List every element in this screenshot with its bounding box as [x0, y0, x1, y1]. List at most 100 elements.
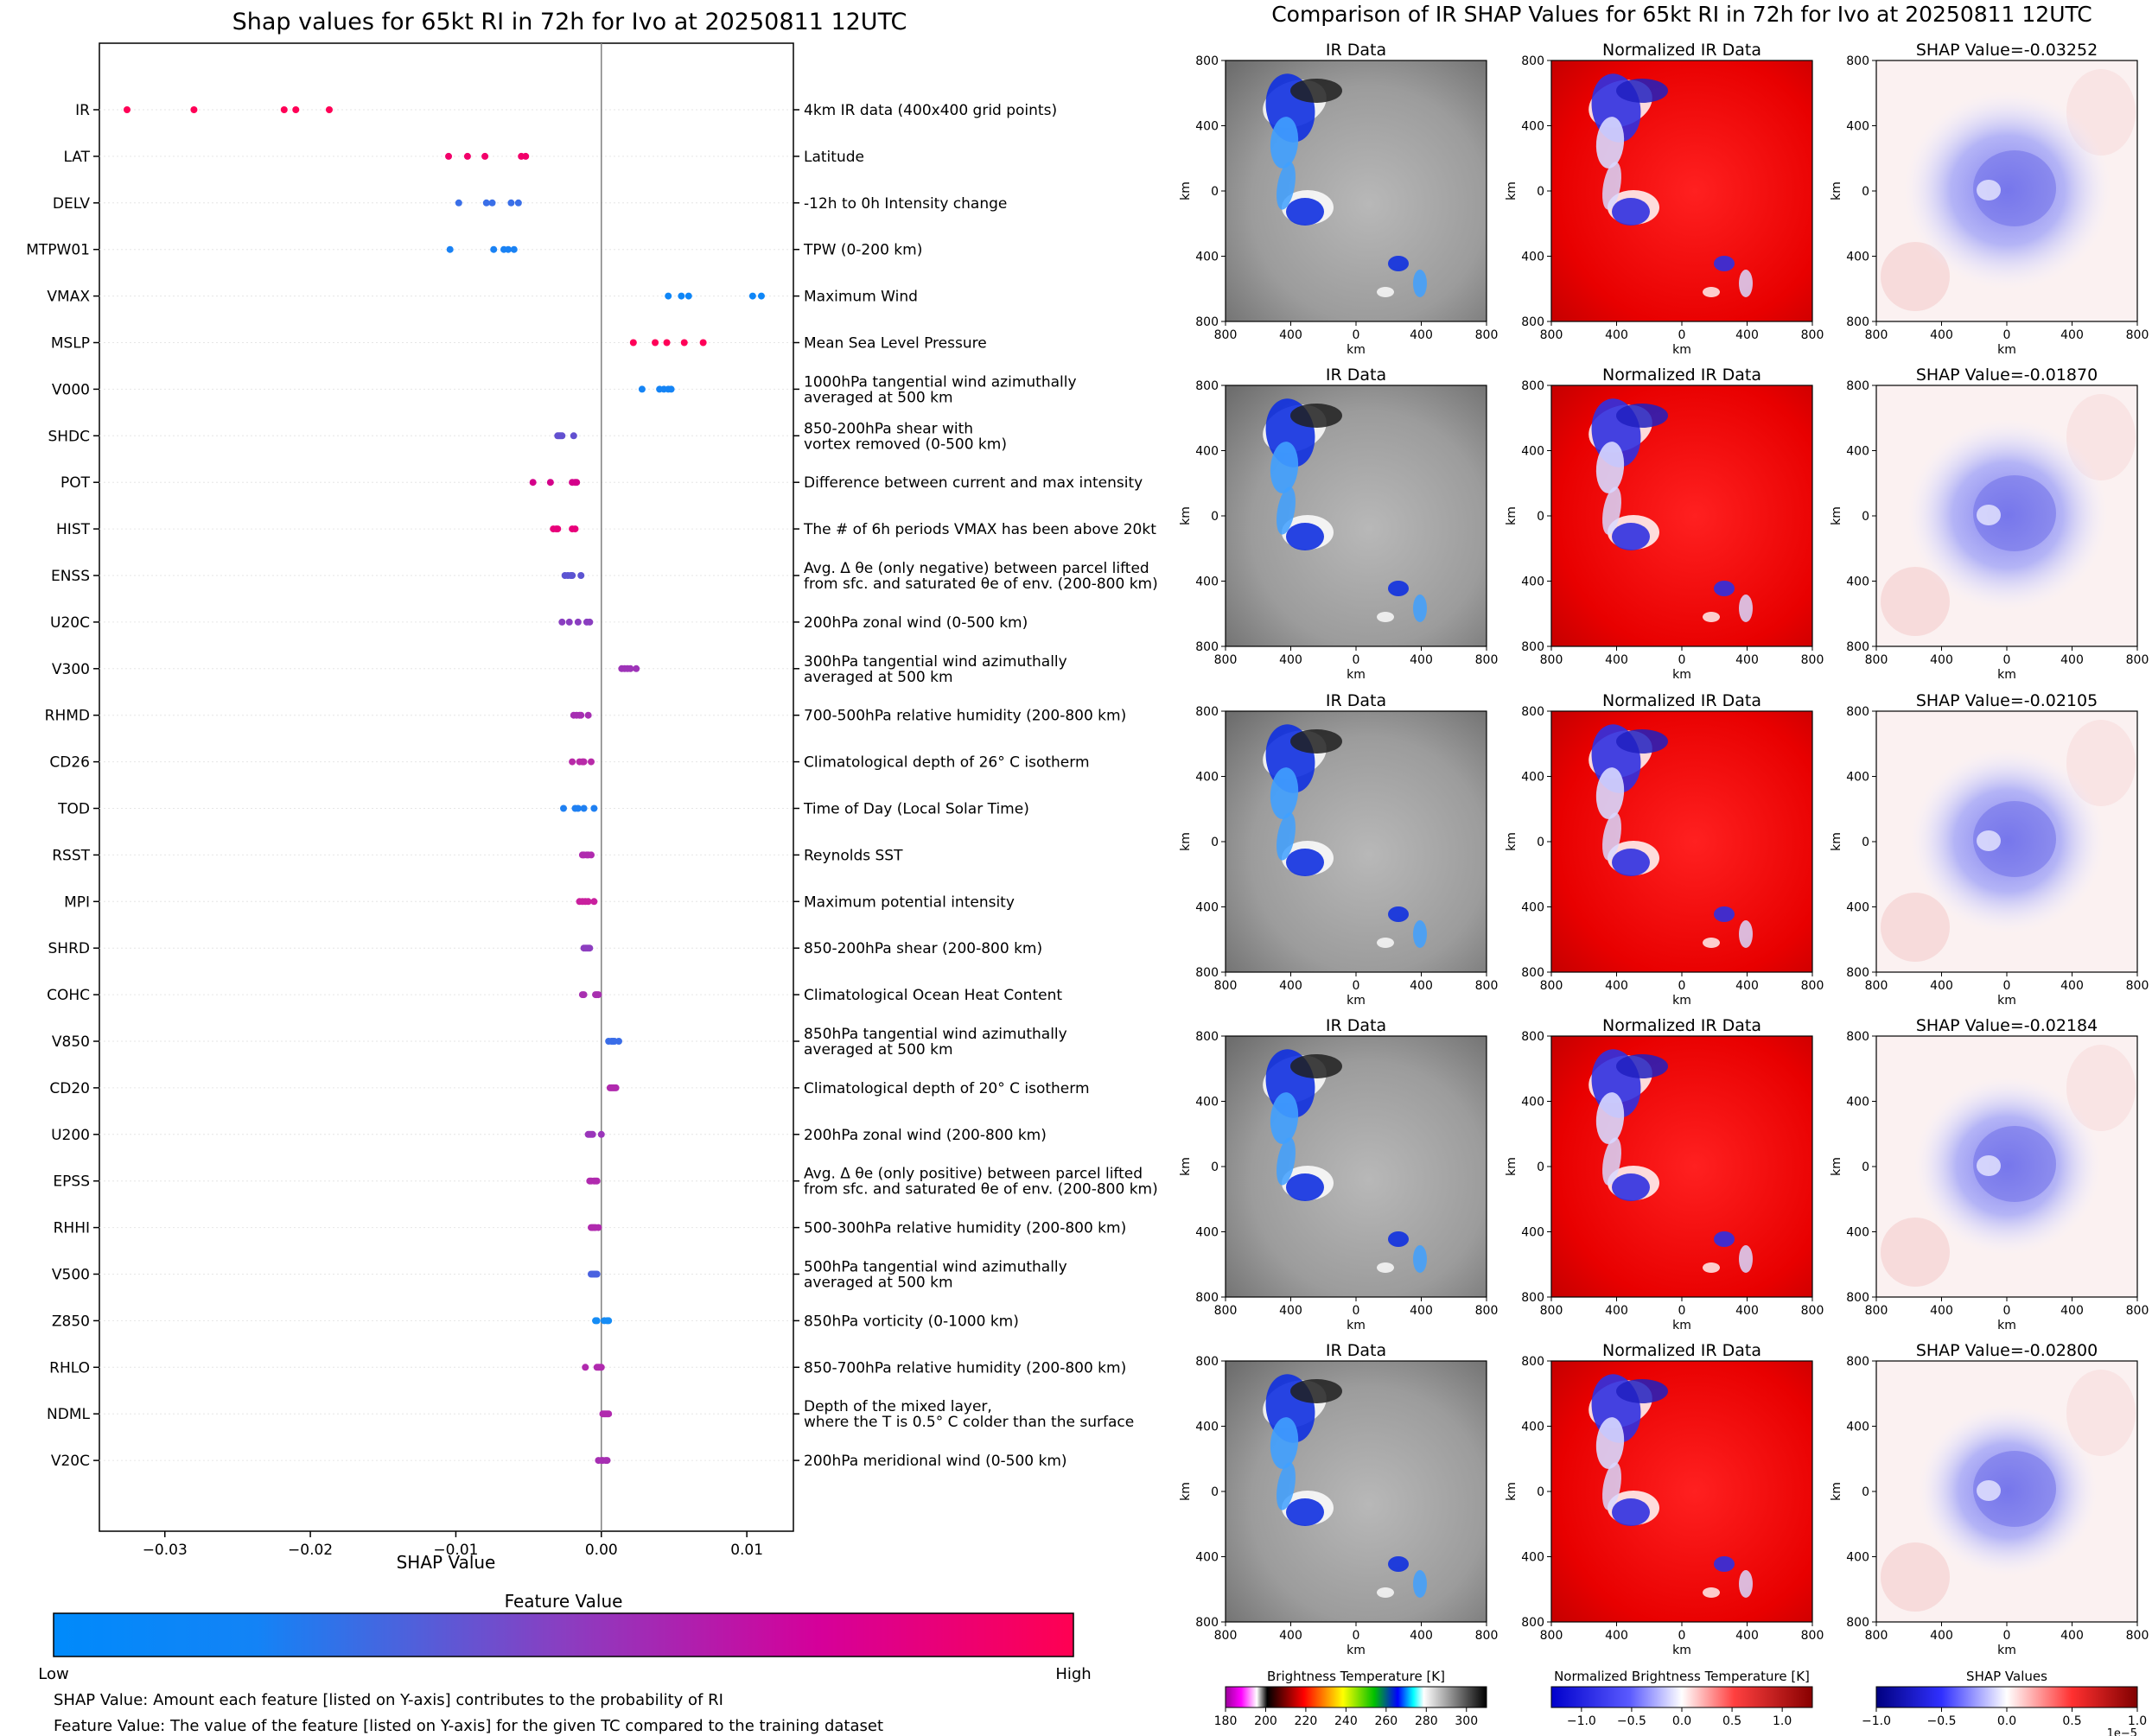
shap-point-vmax	[665, 292, 672, 300]
cloud-feature	[1612, 523, 1650, 550]
panel-x-tick-label: 0	[1353, 653, 1360, 667]
panel-y-tick-label: 0	[1211, 1485, 1219, 1499]
panel-x-tick-label: 400	[1279, 1304, 1302, 1318]
cloud-feature	[1377, 938, 1394, 948]
cloud-feature	[1413, 270, 1427, 297]
panel-y-tick-label: 800	[1521, 966, 1544, 980]
panel-x-tick-label: 800	[1214, 328, 1238, 342]
feature-description-u20c: 200hPa zonal wind (0-500 km)	[804, 614, 1028, 632]
cloud-feature	[1977, 180, 2001, 200]
panel-y-tick-label: 800	[1195, 640, 1219, 654]
panel-title-ir: IR Data	[1326, 1341, 1386, 1360]
cloud-feature	[1270, 1417, 1299, 1469]
panel-xlabel: km	[1347, 1644, 1366, 1657]
panel-ylabel: km	[1179, 1482, 1193, 1501]
shap-point-ir	[190, 106, 198, 113]
feature-description-rhlo: 850-700hPa relative humidity (200-800 km…	[804, 1359, 1126, 1377]
cloud-feature	[1270, 117, 1299, 169]
cloud-feature	[1612, 1498, 1650, 1526]
panel-y-tick-label: 400	[1195, 445, 1219, 459]
x-tick-label: 0.01	[730, 1542, 763, 1559]
panel-x-tick-label: 400	[1410, 653, 1433, 667]
panel-ylabel: km	[1179, 506, 1193, 525]
cloud-feature	[1703, 938, 1720, 948]
feature-description-rsst: Reynolds SST	[804, 847, 903, 864]
cloud-feature	[1714, 256, 1735, 271]
panel-ylabel: km	[1505, 1157, 1518, 1176]
cloud-feature	[1714, 906, 1735, 922]
panel-y-tick-label: 800	[1195, 966, 1219, 980]
feature-name-mpi: MPI	[64, 893, 90, 911]
panel-x-tick-label: 800	[1540, 1304, 1563, 1318]
panel-y-tick-label: 800	[1521, 54, 1544, 68]
panel-xlabel: km	[1672, 1644, 1691, 1657]
cloud-feature	[1270, 442, 1299, 493]
panel-x-tick-label: 800	[1865, 653, 1888, 667]
panel-x-tick-label: 400	[1279, 979, 1302, 993]
shap-point-lat	[522, 152, 530, 160]
cloud-feature	[1290, 404, 1342, 428]
feature-description-tod: Time of Day (Local Solar Time)	[803, 801, 1029, 818]
cloud-feature	[2066, 1045, 2136, 1131]
panel-x-tick-label: 400	[2060, 328, 2084, 342]
feature-description-v500: averaged at 500 km	[804, 1275, 953, 1292]
panel-title-normalized-ir: Normalized IR Data	[1602, 41, 1761, 60]
cloud-feature	[1977, 1480, 2001, 1501]
feature-description-mpi: Maximum potential intensity	[804, 893, 1015, 911]
cloud-feature	[1881, 1218, 1950, 1287]
shap-values-colorbar	[1875, 1686, 2138, 1708]
cloud-feature	[1377, 1262, 1394, 1273]
panel-x-tick-label: 800	[1475, 328, 1499, 342]
panel-y-tick-label: 400	[1195, 771, 1219, 785]
feature-description-lat: Latitude	[804, 149, 864, 166]
cloud-feature	[1377, 612, 1394, 622]
panel-x-tick-label: 800	[1865, 1629, 1888, 1643]
shap-point-mslp	[629, 339, 637, 347]
panel-x-tick-label: 400	[1279, 653, 1302, 667]
panel-y-tick-label: 0	[1537, 185, 1544, 199]
shap-point-lat	[463, 152, 471, 160]
cloud-feature	[1290, 79, 1342, 103]
panel-xlabel: km	[1672, 994, 1691, 1008]
panel-x-tick-label: 0	[2003, 979, 2011, 993]
feature-name-v500: V500	[52, 1267, 90, 1284]
shap-point-tod	[580, 804, 588, 812]
shap-point-rhlo	[597, 1364, 605, 1371]
shap-point-u20c	[586, 618, 594, 626]
panel-row: IR Data Normalized IR Data SHAP Value=-0.0…	[1179, 1341, 2149, 1657]
panel-ylabel: km	[1830, 181, 1843, 200]
feature-name-v20c: V20C	[51, 1453, 90, 1470]
shap-point-mtpw01	[446, 245, 454, 253]
panel-y-tick-label: 800	[1846, 379, 1869, 393]
panel-y-tick-label: 800	[1846, 1616, 1869, 1630]
panel-x-tick-label: 0	[1678, 653, 1686, 667]
shap-point-tod	[560, 804, 568, 812]
panel-ylabel: km	[1830, 506, 1843, 525]
shap-point-u20c	[574, 618, 582, 626]
normalized-brightness-colorbar	[1550, 1686, 1813, 1708]
panel-y-tick-label: 400	[1521, 1096, 1544, 1110]
feature-description-ndml: Depth of the mixed layer,	[804, 1398, 992, 1415]
cloud-feature	[1602, 812, 1621, 861]
shap-point-shdc	[558, 432, 566, 440]
shap-point-delv	[455, 199, 462, 207]
cloud-feature	[1388, 256, 1409, 271]
panel-row: IR Data Normalized IR Data SHAP Value=-0.0…	[1179, 691, 2149, 1008]
panel-title-shap: SHAP Value=-0.01870	[1916, 366, 2098, 385]
panel-x-tick-label: 800	[1540, 979, 1563, 993]
panel-x-tick-label: 400	[1605, 1304, 1628, 1318]
panel-title-ir: IR Data	[1326, 41, 1386, 60]
shap-point-vmax	[684, 292, 692, 300]
feature-description-cd26: Climatological depth of 26° C isotherm	[804, 754, 1090, 772]
panel-y-tick-label: 400	[1195, 575, 1219, 589]
cloud-feature	[1290, 1054, 1342, 1078]
shap-point-v300	[627, 665, 634, 672]
cloud-feature	[1612, 849, 1650, 876]
panel-y-tick-label: 400	[1521, 445, 1544, 459]
panel-x-tick-label: 800	[1540, 653, 1563, 667]
cloud-feature	[1286, 1498, 1324, 1526]
shap-point-vmax	[678, 292, 685, 300]
shap-point-v000	[638, 385, 646, 393]
cloud-feature	[1377, 287, 1394, 297]
